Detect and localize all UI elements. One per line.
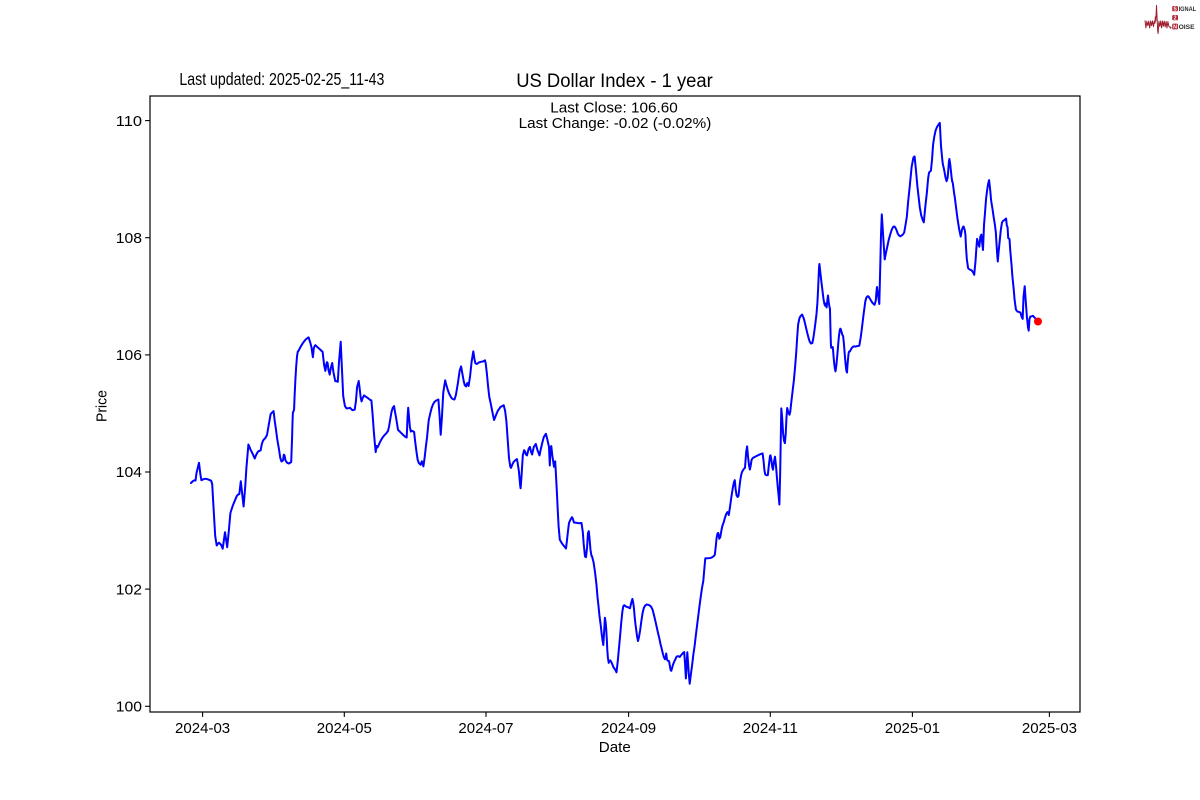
svg-text:2024-11: 2024-11 <box>743 721 798 737</box>
svg-text:2: 2 <box>1174 15 1177 21</box>
svg-text:Last Close: 106.60: Last Close: 106.60 <box>550 100 678 117</box>
svg-text:2024-09: 2024-09 <box>601 721 656 737</box>
svg-text:2024-07: 2024-07 <box>458 721 513 737</box>
svg-text:S: S <box>1173 6 1177 12</box>
svg-text:108: 108 <box>116 231 142 247</box>
svg-text:N: N <box>1173 24 1177 30</box>
svg-text:IGNAL: IGNAL <box>1179 6 1197 13</box>
svg-text:106: 106 <box>116 348 142 364</box>
svg-text:2024-03: 2024-03 <box>175 721 230 737</box>
svg-text:2025-01: 2025-01 <box>885 721 940 737</box>
svg-text:104: 104 <box>116 465 142 481</box>
svg-text:110: 110 <box>116 114 142 130</box>
svg-text:OISE: OISE <box>1179 24 1196 31</box>
svg-text:Price: Price <box>93 390 110 422</box>
svg-text:100: 100 <box>116 700 142 716</box>
svg-text:Date: Date <box>599 739 631 756</box>
svg-text:2025-03: 2025-03 <box>1022 721 1077 737</box>
svg-text:102: 102 <box>116 582 142 598</box>
svg-text:US Dollar Index - 1 year: US Dollar Index - 1 year <box>516 71 713 92</box>
svg-text:2024-05: 2024-05 <box>317 721 372 737</box>
svg-text:Last Change: -0.02 (-0.02%): Last Change: -0.02 (-0.02%) <box>519 115 712 132</box>
svg-text:Last updated: 2025-02-25_11-43: Last updated: 2025-02-25_11-43 <box>179 69 384 90</box>
